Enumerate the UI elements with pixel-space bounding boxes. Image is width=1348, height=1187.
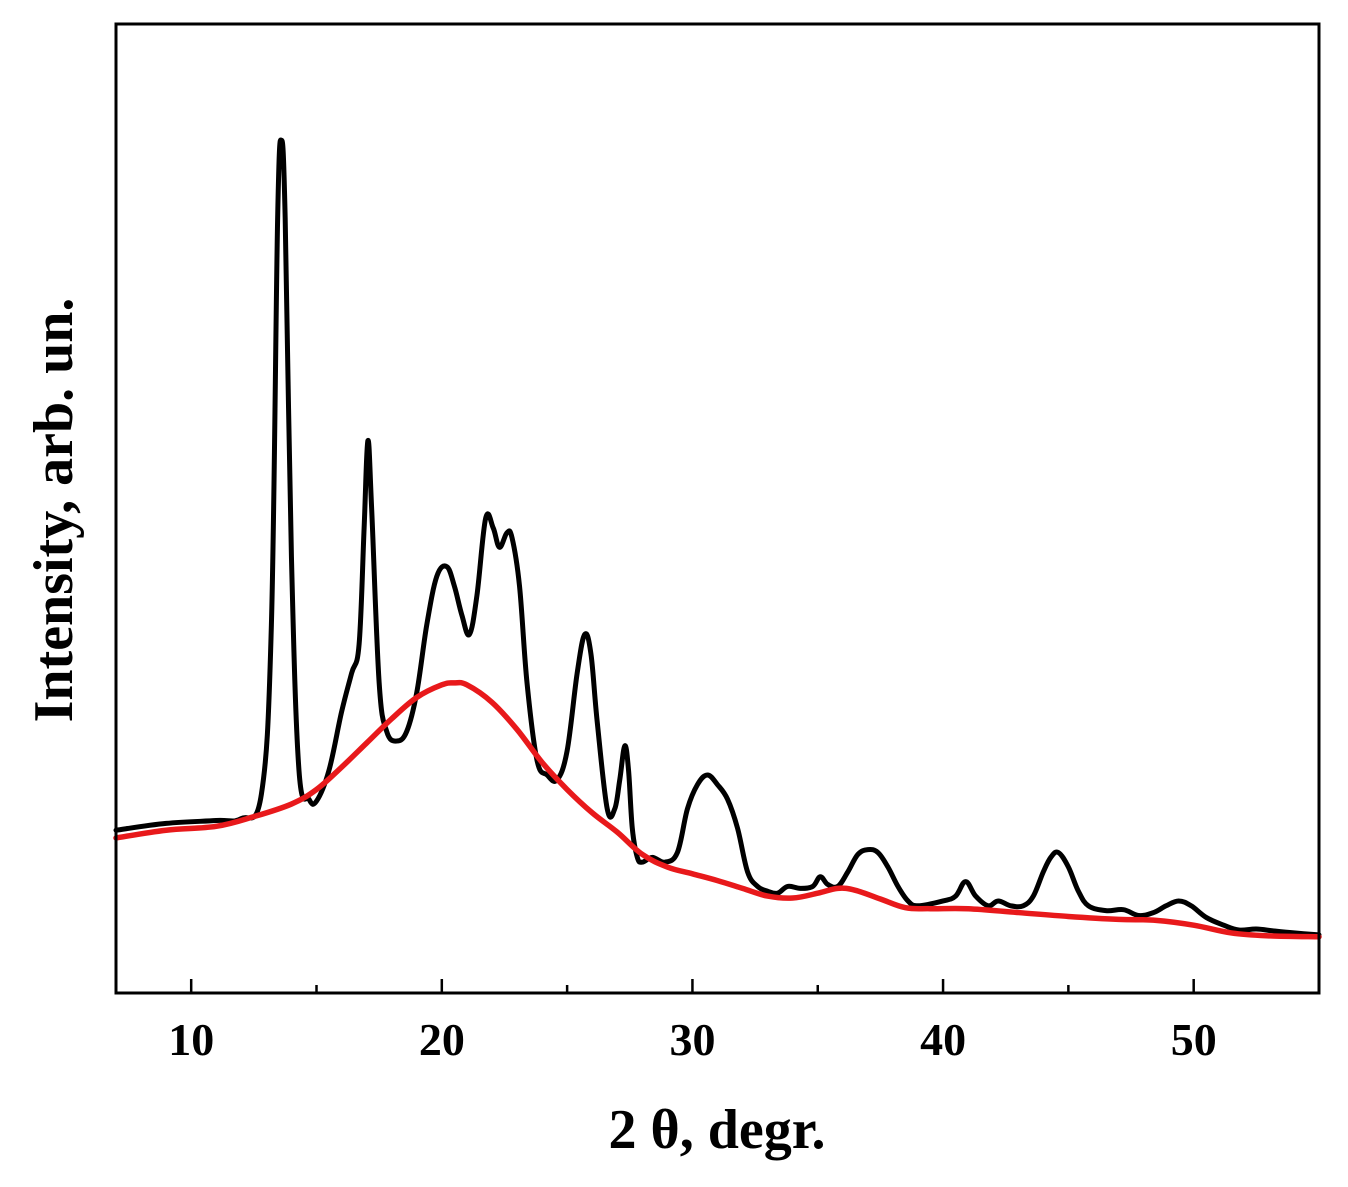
- x-tick-label: 10: [168, 1014, 214, 1065]
- x-tick-label: 50: [1171, 1014, 1217, 1065]
- tick-label-layer: 10 20 30 40 50: [168, 1014, 1217, 1065]
- series-layer: [113, 137, 1322, 940]
- x-axis-title: 2 θ, degr.: [609, 1099, 826, 1161]
- amorphous-halo-line: [113, 679, 1322, 940]
- x-tick-label: 40: [920, 1014, 966, 1065]
- plot-frame: [114, 22, 1321, 995]
- x-tick-label: 20: [419, 1014, 465, 1065]
- xrd-pattern-line: [113, 137, 1322, 938]
- x-tick-label: 30: [669, 1014, 715, 1065]
- ticks-layer: [189, 979, 1195, 993]
- y-axis-title: Intensity, arb. un.: [23, 298, 85, 723]
